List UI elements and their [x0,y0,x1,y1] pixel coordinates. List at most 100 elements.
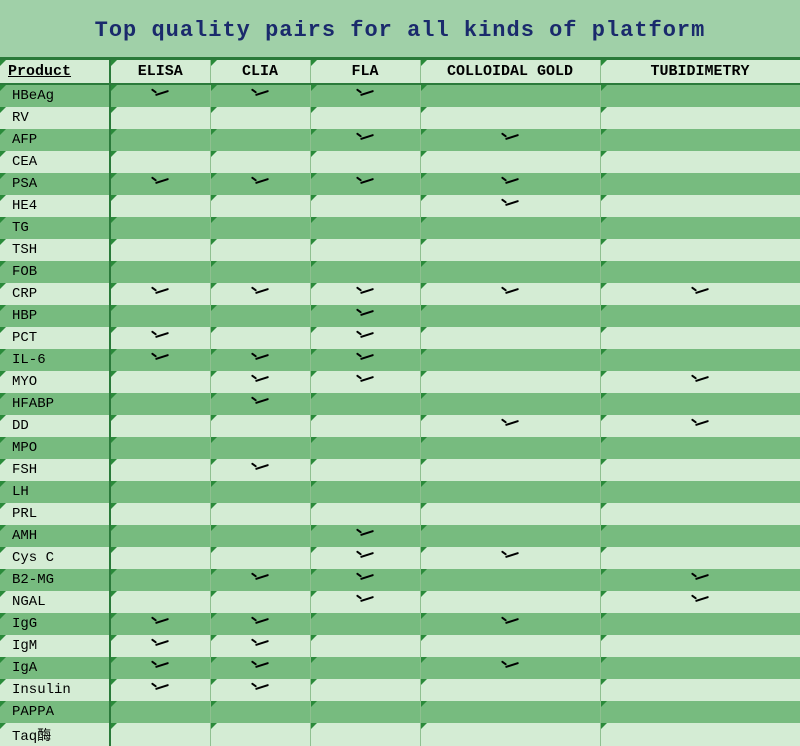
product-cell: NGAL [0,591,110,613]
check-cell [210,107,310,129]
product-cell: LH [0,481,110,503]
cell-corner-flag [421,349,427,355]
check-cell [110,239,210,261]
check-cell [110,195,210,217]
product-label: MYO [12,374,37,390]
product-label: AMH [12,528,37,544]
check-cell [210,503,310,525]
check-cell [110,635,210,657]
check-icon [354,571,376,585]
check-cell [110,591,210,613]
check-cell [110,84,210,107]
cell-corner-flag [0,679,6,685]
check-cell [420,239,600,261]
product-cell: HFABP [0,393,110,415]
check-cell [600,657,800,679]
cell-corner-flag [601,283,607,289]
check-cell [420,151,600,173]
product-cell: FSH [0,459,110,481]
table-row: HBP [0,305,800,327]
product-cell: PSA [0,173,110,195]
col-header-elisa: ELISA [110,60,210,84]
cell-corner-flag [421,283,427,289]
product-cell: IgA [0,657,110,679]
cell-corner-flag [211,327,217,333]
check-cell [210,261,310,283]
cell-corner-flag [211,415,217,421]
check-cell [420,415,600,437]
cell-corner-flag [601,195,607,201]
table-header-row: Product ELISA CLIA FLA COLLOIDAL GOLD TU… [0,60,800,84]
cell-corner-flag [0,239,6,245]
check-cell [600,151,800,173]
check-cell [310,283,420,305]
cell-corner-flag [211,569,217,575]
col-header-gold: COLLOIDAL GOLD [420,60,600,84]
check-cell [210,151,310,173]
cell-corner-flag [0,525,6,531]
product-label: IgA [12,660,37,676]
check-icon [249,395,271,409]
product-label: IL-6 [12,352,46,368]
table-row: MPO [0,437,800,459]
cell-corner-flag [211,129,217,135]
check-cell [210,547,310,569]
check-cell [600,547,800,569]
check-icon [149,659,171,673]
check-cell [600,459,800,481]
cell-corner-flag [311,525,317,531]
check-cell [210,415,310,437]
check-cell [210,195,310,217]
product-label: LH [12,484,29,500]
cell-corner-flag [0,459,6,465]
cell-corner-flag [311,60,317,66]
check-icon [149,615,171,629]
check-cell [310,415,420,437]
check-cell [110,547,210,569]
product-label: Cys C [12,550,54,566]
cell-corner-flag [0,547,6,553]
cell-corner-flag [421,173,427,179]
check-icon [354,549,376,563]
check-cell [210,283,310,305]
cell-corner-flag [0,569,6,575]
cell-corner-flag [601,349,607,355]
cell-corner-flag [111,503,117,509]
cell-corner-flag [311,239,317,245]
cell-corner-flag [421,85,427,91]
check-cell [310,591,420,613]
product-label: HFABP [12,396,54,412]
product-cell: PAPPA [0,701,110,723]
cell-corner-flag [0,217,6,223]
cell-corner-flag [421,679,427,685]
cell-corner-flag [211,503,217,509]
cell-corner-flag [421,459,427,465]
check-cell [110,569,210,591]
check-cell [210,635,310,657]
cell-corner-flag [111,547,117,553]
product-cell: MYO [0,371,110,393]
check-icon [249,175,271,189]
product-cell: CEA [0,151,110,173]
table-row: IgM [0,635,800,657]
check-cell [420,613,600,635]
check-cell [110,393,210,415]
cell-corner-flag [0,129,6,135]
check-icon [354,131,376,145]
product-label: Taq酶 [12,729,51,745]
check-cell [600,349,800,371]
cell-corner-flag [211,371,217,377]
check-cell [600,283,800,305]
check-cell [420,437,600,459]
cell-corner-flag [0,60,6,66]
check-icon [149,87,171,101]
check-cell [210,569,310,591]
product-cell: HBeAg [0,84,110,107]
cell-corner-flag [311,305,317,311]
cell-corner-flag [0,195,6,201]
table-body: HBeAgRVAFPCEAPSAHE4TGTSHFOBCRPHBPPCTIL-6… [0,84,800,746]
table-row: TSH [0,239,800,261]
cell-corner-flag [601,129,607,135]
cell-corner-flag [601,701,607,707]
cell-corner-flag [111,415,117,421]
